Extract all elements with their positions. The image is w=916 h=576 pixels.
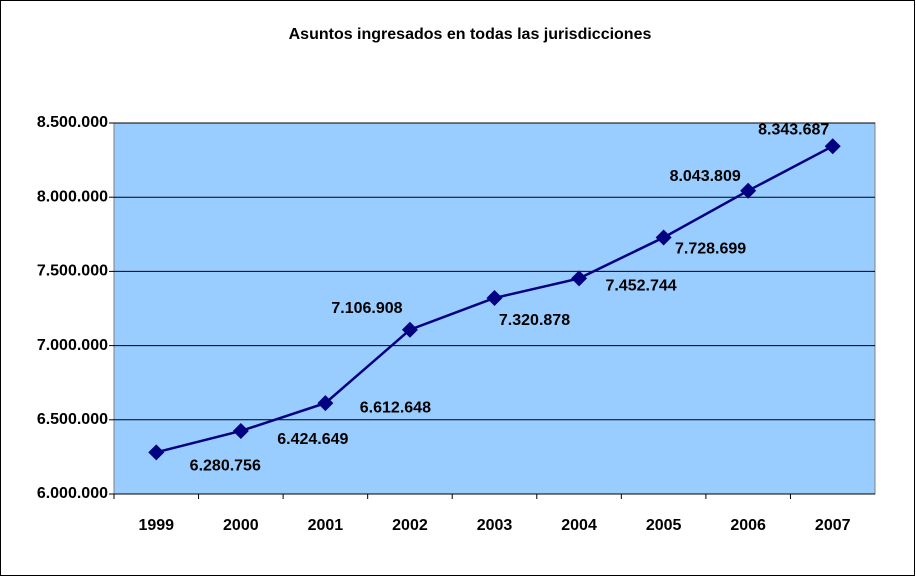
- chart-title: Asuntos ingresados en todas las jurisdic…: [289, 26, 652, 43]
- x-tick-label: 2000: [223, 517, 259, 534]
- y-tick-label: 7.500.000: [37, 263, 108, 280]
- x-tick-label: 1999: [138, 517, 174, 534]
- y-tick-label: 8.500.000: [37, 114, 108, 131]
- data-marker: [317, 395, 334, 412]
- y-tick-label: 8.000.000: [37, 188, 108, 205]
- data-label: 7.728.699: [675, 241, 746, 258]
- data-marker: [655, 229, 672, 246]
- x-tick-label: 2003: [477, 517, 513, 534]
- x-tick-label: 2004: [561, 517, 597, 534]
- y-tick-label: 6.500.000: [37, 411, 108, 428]
- data-label: 6.612.648: [360, 399, 431, 416]
- data-marker: [740, 182, 757, 199]
- x-tick-label: 2002: [392, 517, 428, 534]
- x-tick-label: 2007: [815, 517, 851, 534]
- data-label: 7.106.908: [331, 300, 402, 317]
- x-tick-label: 2005: [646, 517, 682, 534]
- plot-area: [113, 122, 876, 495]
- data-marker: [824, 138, 841, 155]
- data-label: 7.320.878: [499, 312, 570, 329]
- x-tick-label: 2006: [730, 517, 766, 534]
- data-label: 8.043.809: [670, 168, 741, 185]
- data-marker: [401, 321, 418, 338]
- data-label: 6.424.649: [277, 431, 348, 448]
- data-marker: [232, 422, 249, 439]
- data-label: 7.452.744: [605, 278, 676, 295]
- data-marker: [571, 270, 588, 287]
- data-marker: [486, 289, 503, 306]
- y-tick-label: 7.000.000: [37, 337, 108, 354]
- data-label: 8.343.687: [758, 121, 829, 138]
- x-tick-label: 2001: [308, 517, 344, 534]
- data-marker: [148, 444, 165, 461]
- data-label: 6.280.756: [190, 458, 261, 475]
- y-tick-label: 6.000.000: [37, 485, 108, 502]
